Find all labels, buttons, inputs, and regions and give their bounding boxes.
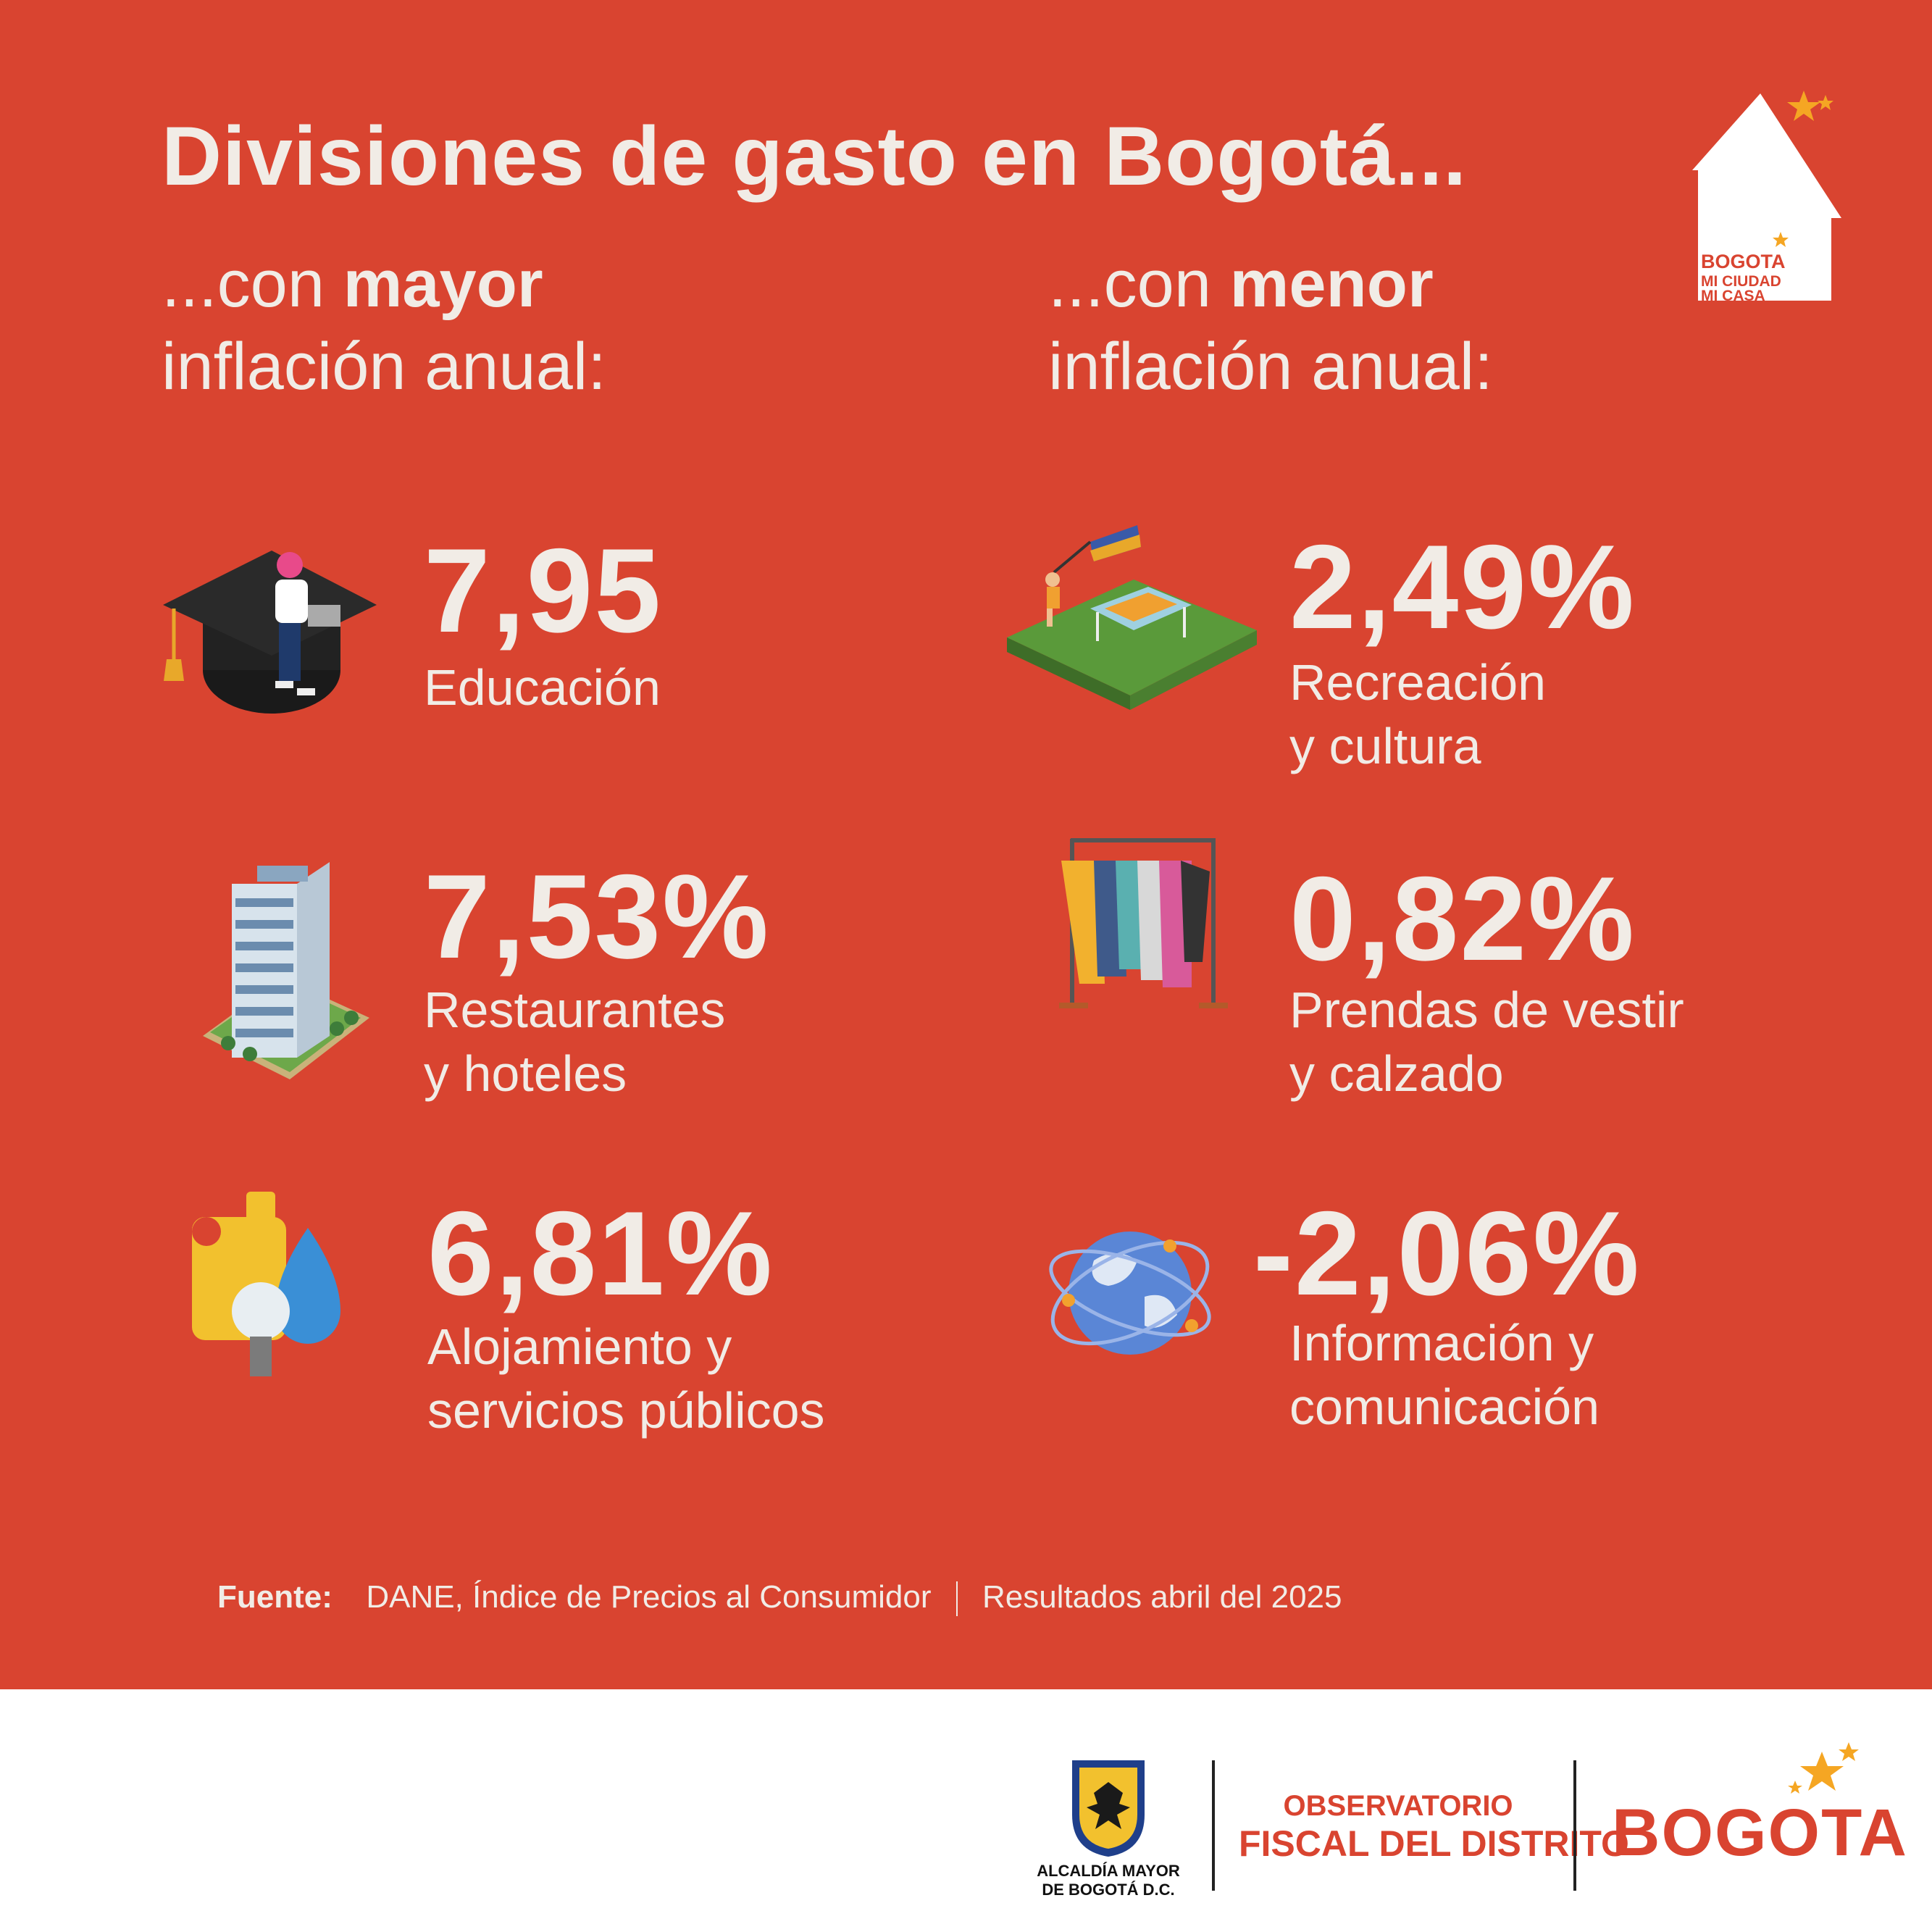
menor-label-3-line2: comunicación (1289, 1379, 1599, 1435)
graduation-cap-icon (152, 536, 384, 724)
mayor-label-2-line2: y hoteles (424, 1045, 627, 1102)
mayor-label-2: Restaurantes y hoteles (424, 978, 725, 1105)
mayor-value-3: 6,81% (427, 1187, 774, 1320)
alcaldia-line1: ALCALDÍA MAYOR (1037, 1862, 1180, 1880)
house-logo-line3: MI CASA (1701, 288, 1765, 304)
source-date: Resultados abril del 2025 (982, 1579, 1342, 1615)
menor-heading-bold: menor (1229, 247, 1434, 321)
clothing-rack-icon (1050, 832, 1231, 1016)
mayor-value-2: 7,53% (424, 850, 770, 983)
star-icon (1782, 1739, 1869, 1811)
observatorio-line2: FISCAL DEL DISTRITO (1239, 1823, 1629, 1864)
house-logo-line2: MI CIUDAD (1701, 273, 1781, 290)
menor-label-1-line2: y cultura (1289, 718, 1481, 774)
menor-heading-line2: inflación anual: (1048, 330, 1493, 403)
globe-network-icon (1043, 1217, 1217, 1373)
footer-divider-2 (1573, 1760, 1576, 1891)
source-separator (955, 1581, 958, 1617)
source-label: Fuente: (217, 1579, 333, 1615)
menor-label-3: Información y comunicación (1289, 1311, 1599, 1439)
mayor-heading-line2: inflación anual: (162, 330, 606, 403)
mayor-label-1-line1: Educación (424, 659, 661, 716)
menor-label-3-line1: Información y (1289, 1315, 1594, 1371)
source-note: Fuente: DANE, Índice de Precios al Consu… (217, 1579, 1342, 1617)
red-background (0, 0, 1932, 1689)
menor-label-2-line2: y calzado (1289, 1045, 1504, 1102)
mayor-value-1: 7,95 (424, 524, 663, 657)
house-logo: BOGOTA MI CIUDAD MI CASA (1688, 83, 1847, 308)
source-text: DANE, Índice de Precios al Consumidor (366, 1579, 932, 1615)
park-recreation-icon (1003, 522, 1260, 710)
utilities-icon (185, 1188, 355, 1394)
footer-divider-1 (1212, 1760, 1215, 1891)
mayor-label-3-line1: Alojamiento y (427, 1318, 732, 1375)
menor-label-2: Prendas de vestir y calzado (1289, 978, 1684, 1105)
bogota-logo: BOGOTA (1612, 1796, 1908, 1870)
observatorio-line1: OBSERVATORIO (1283, 1790, 1513, 1822)
menor-label-1-line1: Recreación (1289, 654, 1547, 711)
mayor-label-1: Educación (424, 656, 661, 719)
menor-value-2: 0,82% (1289, 852, 1636, 985)
page-title: Divisiones de gasto en Bogotá... (162, 110, 1468, 203)
observatorio-logo: OBSERVATORIO FISCAL DEL DISTRITO (1239, 1789, 1629, 1865)
menor-value-1: 2,49% (1289, 520, 1636, 653)
mayor-label-3-line2: servicios públicos (427, 1382, 825, 1439)
hotel-building-icon (196, 862, 373, 1079)
mayor-heading: ...con mayor inflación anual: (162, 243, 606, 408)
mayor-heading-prefix: ...con (162, 247, 343, 321)
mayor-label-2-line1: Restaurantes (424, 982, 726, 1038)
alcaldia-line2: DE BOGOTÁ D.C. (1042, 1881, 1175, 1899)
menor-label-2-line1: Prendas de vestir (1289, 982, 1684, 1038)
mayor-label-3: Alojamiento y servicios públicos (427, 1315, 825, 1442)
menor-heading: ...con menor inflación anual: (1048, 243, 1493, 408)
mayor-heading-bold: mayor (343, 247, 543, 321)
menor-label-1: Recreación y cultura (1289, 651, 1546, 778)
alcaldia-text: ALCALDÍA MAYOR DE BOGOTÁ D.C. (1025, 1862, 1192, 1899)
house-logo-icon: BOGOTA MI CIUDAD MI CASA (1692, 91, 1841, 304)
menor-heading-prefix: ...con (1048, 247, 1230, 321)
menor-value-3: -2,06% (1253, 1187, 1641, 1320)
house-logo-line1: BOGOTA (1701, 251, 1786, 272)
alcaldia-crest-icon (1065, 1757, 1152, 1858)
